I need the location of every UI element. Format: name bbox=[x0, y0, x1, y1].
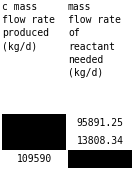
Bar bbox=[2, 132, 66, 150]
Text: 95891.25: 95891.25 bbox=[77, 118, 124, 128]
Text: 109590: 109590 bbox=[16, 154, 52, 164]
Bar bbox=[68, 150, 132, 168]
Bar bbox=[2, 114, 66, 132]
Text: mass
flow rate
of
reactant
needed
(kg/d): mass flow rate of reactant needed (kg/d) bbox=[68, 2, 121, 78]
Text: 13808.34: 13808.34 bbox=[77, 136, 124, 146]
Text: c mass
flow rate
produced
(kg/d): c mass flow rate produced (kg/d) bbox=[2, 2, 55, 52]
